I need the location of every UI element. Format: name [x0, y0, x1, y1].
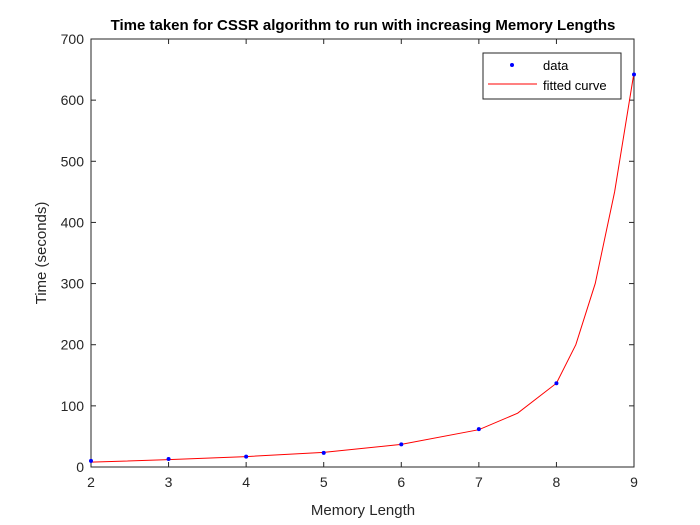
chart-title: Time taken for CSSR algorithm to run wit… — [111, 17, 616, 34]
y-tick-label: 400 — [61, 214, 85, 230]
data-point — [476, 427, 481, 432]
x-axis-label: Memory Length — [311, 502, 415, 519]
data-point — [632, 72, 636, 77]
data-point — [166, 457, 171, 462]
y-tick-label: 700 — [61, 31, 85, 47]
x-tick-label: 6 — [397, 474, 405, 490]
x-tick-label: 5 — [320, 474, 328, 490]
legend-box — [482, 52, 622, 100]
axes-box — [90, 38, 635, 468]
y-axis-label: Time (seconds) — [33, 202, 50, 305]
y-axis: 0 100 200 300 400 500 600 700 — [61, 31, 634, 475]
data-point — [399, 442, 404, 447]
y-tick-label: 100 — [61, 398, 85, 414]
data-point — [89, 458, 93, 463]
y-tick-label: 200 — [61, 337, 85, 353]
series-layer — [89, 72, 636, 463]
x-tick-label: 2 — [87, 474, 95, 490]
x-tick-label: 3 — [165, 474, 173, 490]
plot-area — [90, 38, 635, 468]
legend-marker-data — [510, 63, 514, 67]
x-tick-label: 7 — [475, 474, 483, 490]
x-axis: 2 3 4 5 6 7 8 9 — [87, 39, 638, 490]
x-tick-label: 8 — [553, 474, 561, 490]
data-point — [321, 450, 326, 455]
legend: data fitted curve — [482, 52, 622, 100]
data-point — [244, 454, 249, 459]
fitted-curve-line — [90, 72, 635, 463]
data-point — [554, 381, 559, 386]
y-tick-label: 0 — [76, 459, 84, 475]
legend-label: data — [543, 58, 569, 73]
legend-label: fitted curve — [543, 78, 607, 93]
x-tick-label: 9 — [630, 474, 638, 490]
y-tick-label: 600 — [61, 92, 85, 108]
y-tick-label: 300 — [61, 276, 85, 292]
y-tick-label: 500 — [61, 153, 85, 169]
x-tick-label: 4 — [242, 474, 250, 490]
